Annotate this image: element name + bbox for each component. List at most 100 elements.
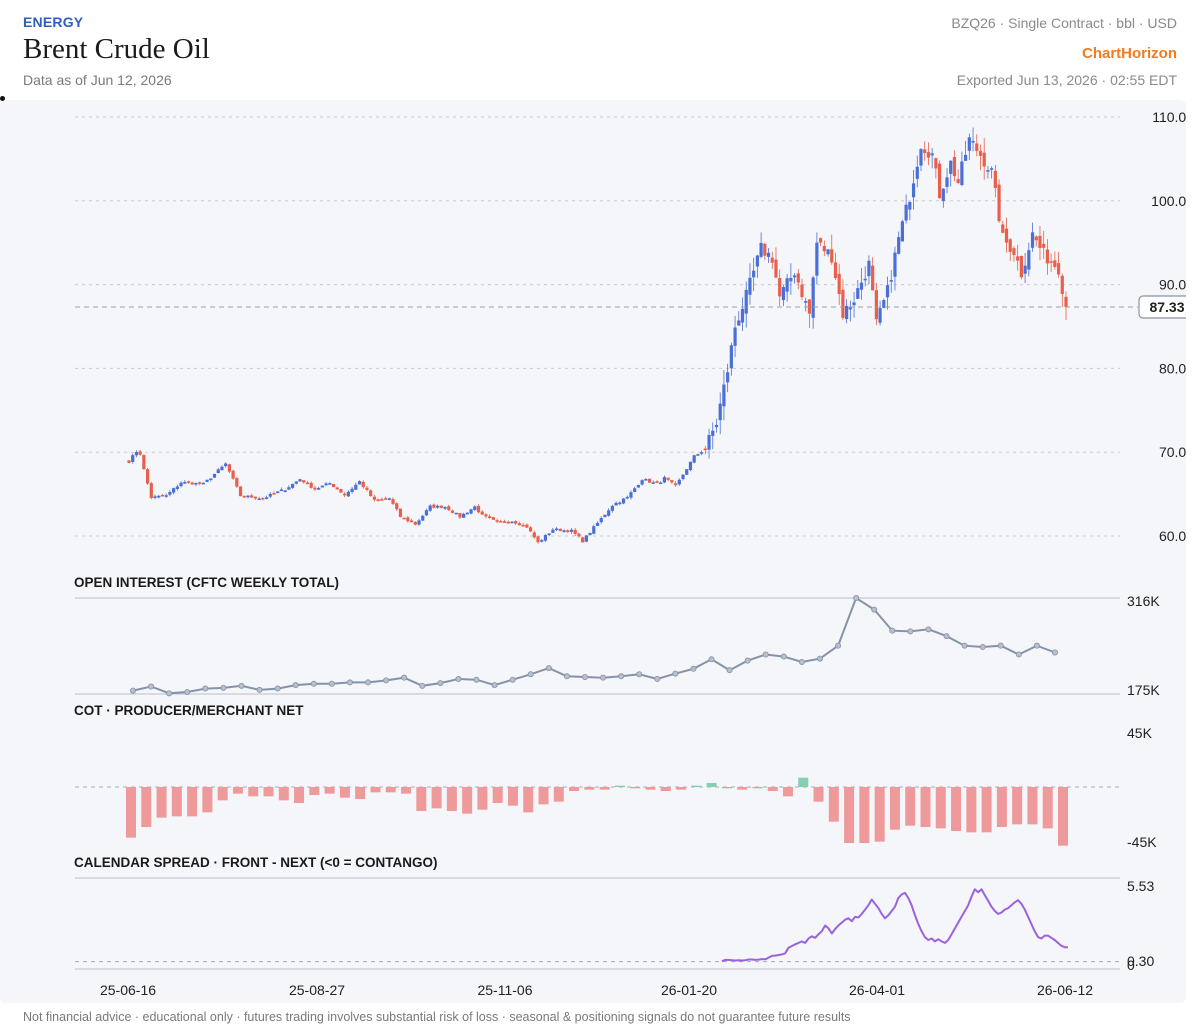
candle-body — [220, 466, 224, 471]
candle-body — [978, 150, 983, 156]
candle-body — [874, 290, 878, 320]
candle-body — [588, 533, 592, 536]
open-interest-panel: OPEN INTEREST (CFTC WEEKLY TOTAL) 316K 175… — [74, 575, 1160, 698]
candle-body — [268, 493, 272, 497]
oi-point — [292, 682, 299, 689]
candle-body — [421, 515, 425, 521]
candle-body — [525, 524, 529, 528]
candle-body — [592, 526, 596, 534]
oi-point — [979, 644, 986, 651]
candle-body — [179, 482, 183, 487]
candle-body — [595, 522, 600, 526]
oi-point — [527, 671, 534, 678]
oi-point — [238, 682, 245, 689]
candle-body — [703, 448, 707, 451]
candle-body — [681, 474, 685, 480]
oi-point — [509, 676, 516, 683]
candle-body — [1008, 239, 1012, 252]
candle-body — [201, 482, 205, 485]
oi-point — [871, 606, 878, 613]
candle-body — [447, 506, 451, 511]
spread-tick-label: 5.53 — [1127, 878, 1154, 894]
candle-body — [614, 502, 618, 506]
oi-point — [762, 651, 769, 658]
oi-point — [455, 676, 462, 683]
candle-body — [755, 255, 759, 267]
candle-body — [235, 478, 239, 487]
cot-bar — [523, 787, 534, 813]
candle-body — [1023, 265, 1027, 274]
candle-body — [603, 514, 607, 518]
candle-body — [331, 483, 336, 488]
candle-body — [198, 482, 202, 484]
oi-point — [129, 687, 136, 694]
candle-body — [536, 536, 540, 543]
candle-body — [937, 163, 942, 199]
candle-body — [811, 277, 815, 318]
candle-body — [934, 158, 938, 169]
candle-body — [149, 483, 153, 498]
candle-body — [224, 463, 228, 467]
candle-body — [982, 152, 986, 167]
candle-body — [172, 488, 176, 493]
oi-point — [654, 676, 661, 683]
chart-canvas: 110.00 100.00 90.00 80.00 70.00 60.00 87.33 OP… — [74, 109, 1186, 998]
x-tick-label: 25-11-06 — [477, 982, 532, 998]
candle-body — [636, 484, 641, 488]
candle-body — [1042, 243, 1046, 248]
cot-bar — [187, 787, 198, 817]
candle-body — [514, 521, 518, 524]
candle-body — [941, 188, 945, 202]
cot-bar — [507, 787, 518, 806]
cot-bar — [339, 787, 350, 798]
candle-body — [168, 492, 172, 495]
candle-body — [662, 477, 667, 483]
candle-body — [350, 488, 354, 493]
spread-tick-label: 0.30 — [1127, 953, 1154, 969]
cot-bar — [798, 777, 809, 787]
candle-body — [900, 221, 904, 242]
export-timestamp: Exported Jun 13, 2026 · 02:55 EDT — [956, 72, 1177, 88]
candle-body — [294, 481, 298, 484]
candle-body — [1016, 256, 1020, 261]
candle-body — [737, 320, 741, 326]
candle-body — [960, 161, 964, 186]
candle-body — [413, 521, 417, 525]
cot-bar — [951, 787, 962, 831]
oi-point — [419, 682, 426, 689]
candle-body — [759, 242, 763, 257]
candle-body — [354, 484, 358, 490]
candle-body — [618, 502, 622, 505]
candle-body — [655, 481, 659, 483]
oi-point — [437, 680, 444, 687]
cot-panel: COT · PRODUCER/MERCHANT NET 45K -45K — [74, 703, 1157, 850]
candle-body — [250, 495, 254, 498]
oi-point — [581, 673, 588, 680]
candle-body — [1001, 224, 1005, 233]
cot-bar — [263, 787, 274, 797]
candle-body — [722, 384, 726, 407]
oi-point — [744, 657, 751, 664]
candle-body — [740, 308, 745, 323]
candle-body — [867, 260, 871, 277]
candle-body — [279, 489, 284, 492]
oi-line — [132, 596, 1056, 695]
candle-body — [748, 277, 752, 295]
candle-body — [454, 512, 458, 515]
candle-body — [320, 485, 324, 488]
oi-point — [473, 676, 480, 683]
candle-body — [428, 505, 432, 511]
candle-body — [183, 482, 187, 484]
candle-body — [778, 278, 782, 297]
oi-point — [943, 633, 950, 640]
candle-body — [409, 520, 414, 523]
candle-body — [889, 280, 893, 282]
cot-bar — [1027, 787, 1038, 825]
candle-body — [1019, 256, 1023, 278]
candle-body — [1049, 261, 1053, 263]
chart-panel — [0, 100, 1186, 1003]
candle-body — [923, 149, 927, 154]
candle-body — [830, 249, 834, 263]
cot-bar — [309, 787, 320, 795]
cot-bar — [278, 787, 289, 801]
